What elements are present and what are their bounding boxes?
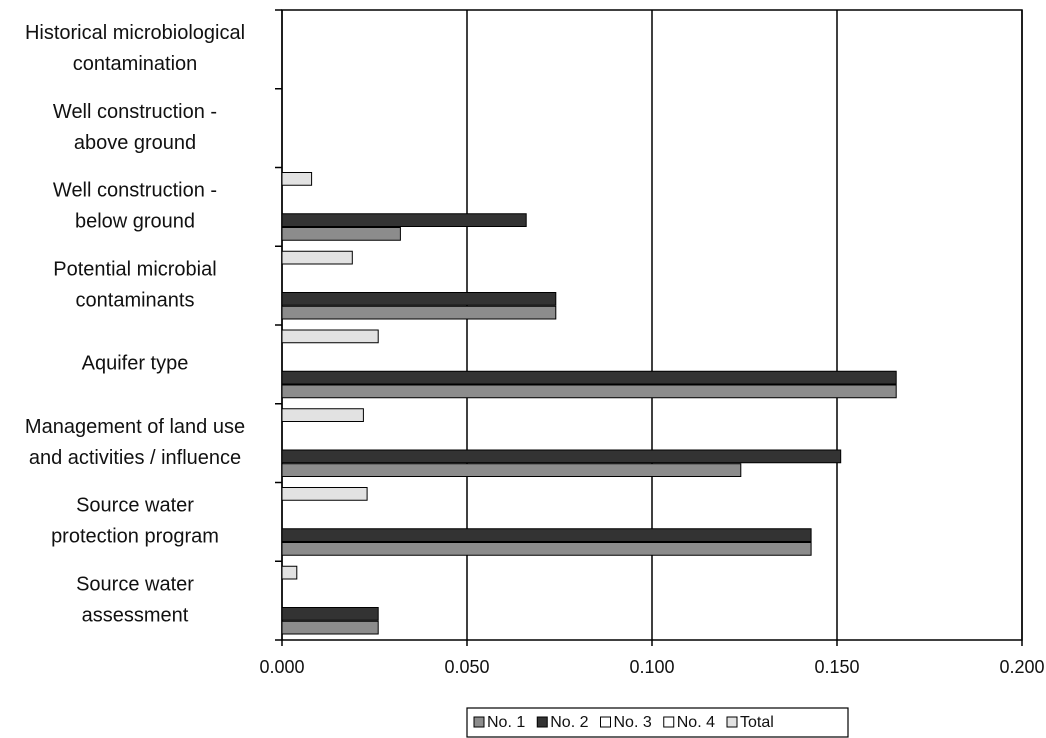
bar — [281, 487, 368, 501]
bar — [281, 449, 842, 464]
legend-swatch — [473, 716, 485, 728]
x-tick-label: 0.150 — [814, 657, 859, 677]
bar — [281, 542, 812, 556]
legend-label: No. 3 — [614, 714, 652, 731]
bar — [281, 292, 557, 306]
legend-swatch — [726, 716, 738, 728]
bar — [281, 408, 364, 422]
x-tick-label: 0.100 — [629, 657, 674, 677]
y-tick-label: Source water — [76, 495, 194, 517]
legend-label: No. 4 — [677, 714, 715, 731]
legend-swatch — [663, 716, 675, 728]
bar — [281, 565, 298, 580]
bar — [281, 305, 557, 320]
y-tick-label: Aquifer type — [82, 353, 189, 375]
x-tick-label: 0.000 — [259, 657, 304, 677]
bar — [281, 370, 897, 385]
x-tick-label: 0.050 — [444, 657, 489, 677]
legend-frame — [466, 707, 849, 738]
bar — [281, 172, 313, 186]
y-tick-label: Source water — [76, 573, 194, 595]
bar — [281, 227, 401, 241]
y-tick-label: assessment — [82, 604, 189, 626]
bar — [281, 213, 527, 227]
y-tick-label: and activities / influence — [29, 447, 241, 469]
bar — [281, 250, 353, 265]
bar — [281, 620, 379, 635]
legend-swatch — [536, 716, 548, 728]
legend-label: No. 2 — [550, 714, 588, 731]
y-tick-label: below ground — [75, 211, 195, 233]
bar — [281, 607, 379, 621]
y-tick-label: protection program — [51, 526, 219, 548]
legend-swatch — [600, 716, 611, 728]
bar — [281, 329, 379, 344]
legend-label: Total — [740, 714, 774, 731]
bar — [281, 384, 897, 399]
bar — [281, 528, 812, 542]
bar — [281, 463, 742, 477]
y-tick-label: contamination — [73, 53, 198, 75]
y-tick-label: Historical microbiological — [25, 22, 245, 44]
x-tick-label: 0.200 — [999, 657, 1044, 677]
y-tick-label: contaminants — [76, 289, 195, 311]
y-tick-label: Potential microbial — [53, 258, 216, 280]
legend-label: No. 1 — [487, 714, 525, 731]
legend: No. 1 No. 2 No. 3 No. 4 Total — [466, 707, 849, 738]
y-tick-label: above ground — [74, 132, 196, 154]
y-tick-label: Management of land use — [25, 416, 245, 438]
y-tick-label: Well construction - — [53, 180, 217, 202]
y-tick-label: Well construction - — [53, 101, 217, 123]
